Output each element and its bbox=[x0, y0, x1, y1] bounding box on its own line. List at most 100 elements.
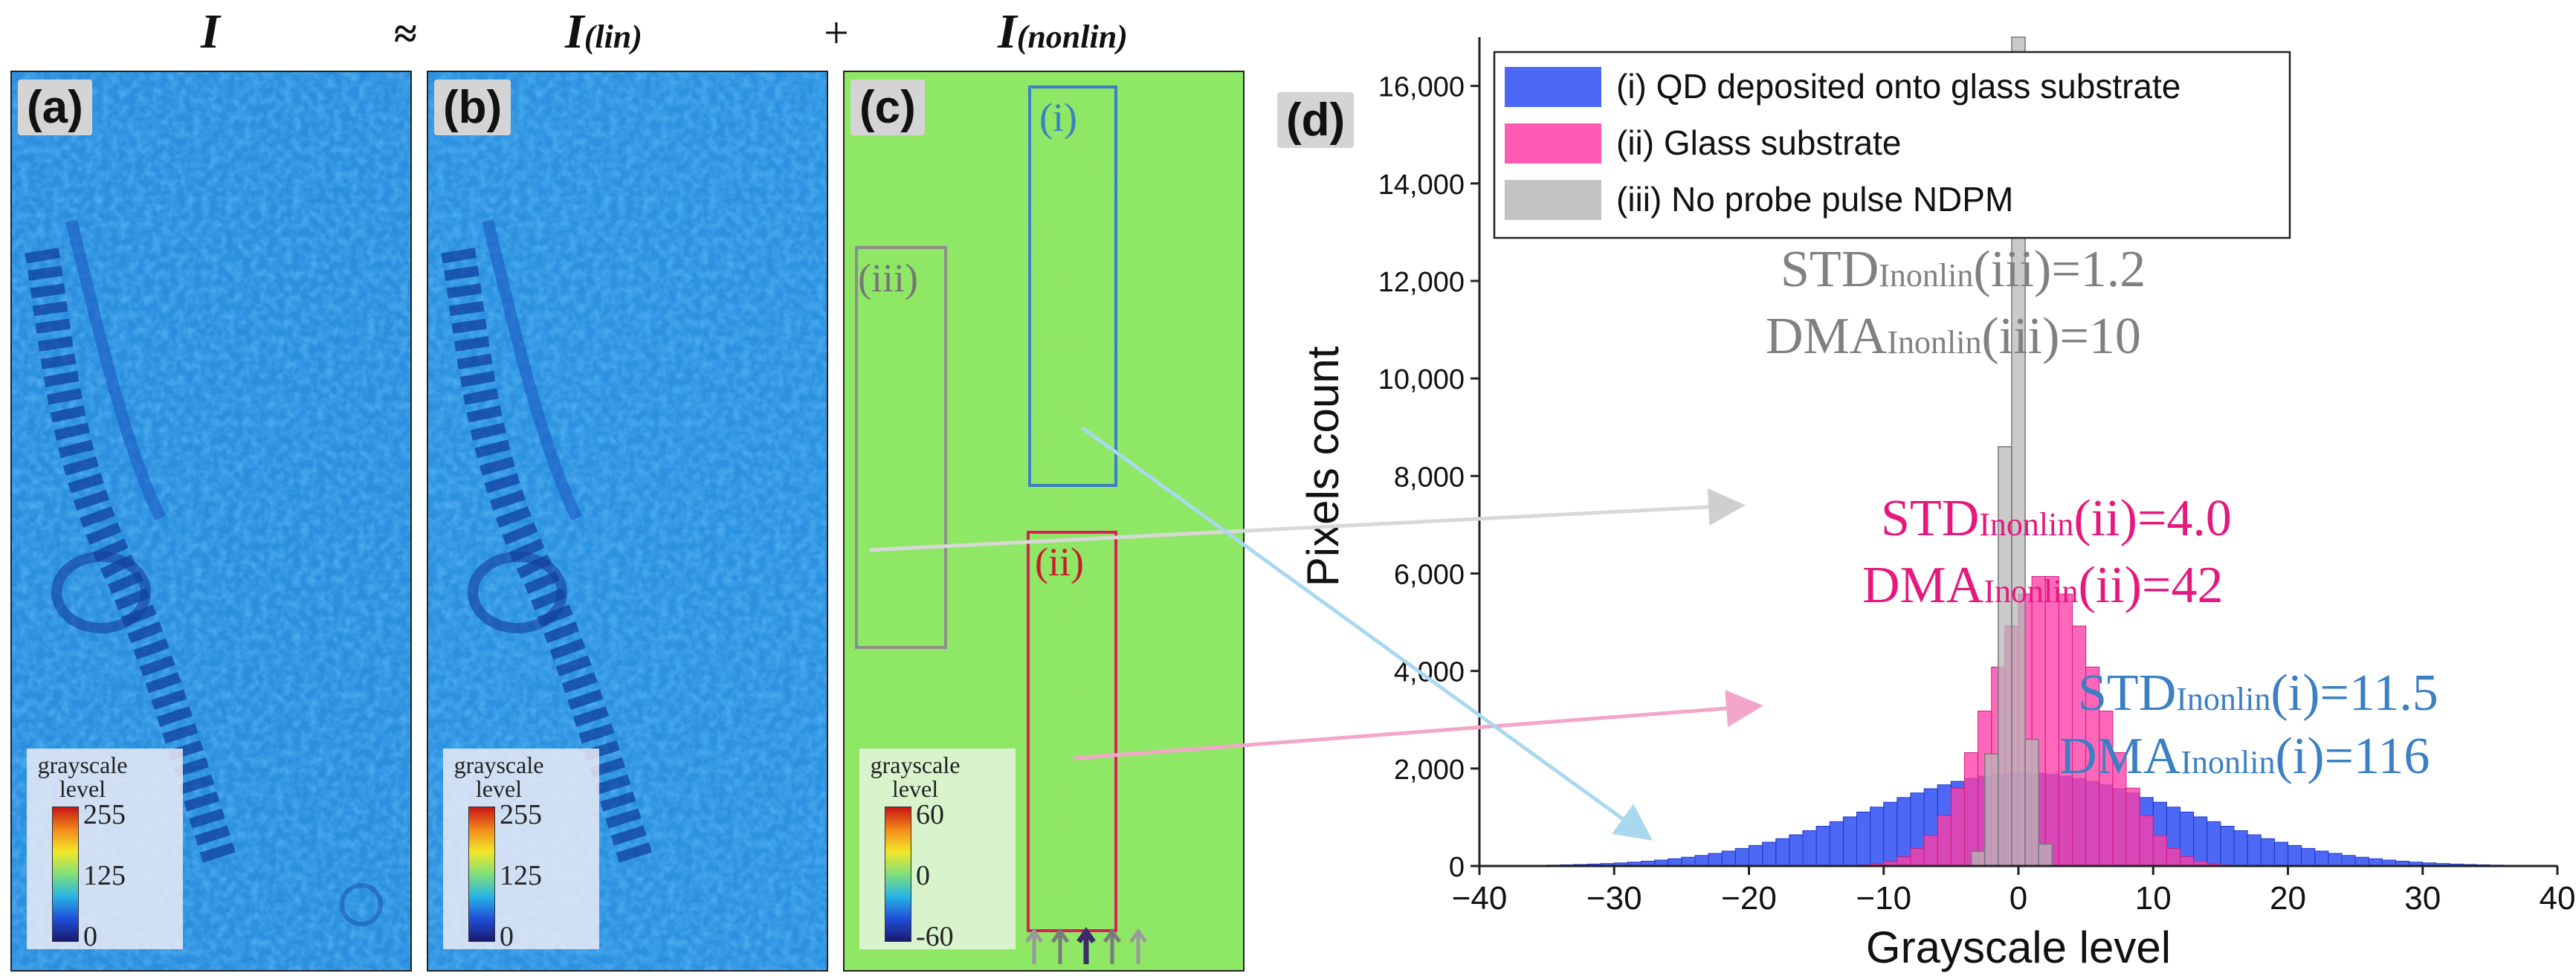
x-tick-label: 40 bbox=[2540, 880, 2576, 917]
bar-series-i bbox=[2368, 858, 2383, 867]
bar-series-iii bbox=[1998, 446, 2012, 867]
bar-series-iii bbox=[2011, 36, 2026, 867]
roi-i-box bbox=[1028, 85, 1117, 487]
panel-b-label: (b) bbox=[434, 80, 511, 135]
bar-series-i bbox=[1668, 858, 1682, 867]
panel-b-image: (b) grayscale level 255 125 0 bbox=[427, 71, 828, 972]
roi-iii-label: (iii) bbox=[858, 256, 918, 300]
equation-term-I: I bbox=[201, 4, 220, 59]
bar-series-ii bbox=[1978, 711, 1992, 867]
bar-series-i bbox=[2489, 865, 2504, 867]
panel-c-colorbar: grayscale level 60 0 -60 bbox=[859, 749, 1016, 952]
bar-series-i bbox=[2422, 862, 2437, 867]
bar-series-iii bbox=[1970, 850, 1986, 867]
colorbar-tick-max: 255 bbox=[500, 799, 542, 830]
bar-series-i bbox=[2462, 864, 2477, 867]
bar-series-ii bbox=[1870, 863, 1885, 867]
panel-a-colorbar: grayscale level 255 125 0 bbox=[27, 749, 183, 952]
annotation-dma-i: DMAInonlin(i)=116 bbox=[2059, 728, 2430, 785]
bar-series-i bbox=[2449, 863, 2464, 867]
bar-series-ii bbox=[2220, 865, 2235, 867]
annotation-dma-ii: DMAInonlin(ii)=42 bbox=[1862, 557, 2223, 614]
bar-series-ii bbox=[2112, 752, 2127, 867]
bar-series-i bbox=[1842, 816, 1857, 867]
annotation-std-ii: STDInonlin(ii)=4.0 bbox=[1881, 490, 2232, 547]
bar-series-i bbox=[1991, 774, 2006, 867]
bar-series-i bbox=[2044, 774, 2059, 867]
bar-series-i bbox=[1654, 859, 1669, 867]
bar-series-ii bbox=[2193, 861, 2208, 867]
x-tick-label: −10 bbox=[1856, 880, 1911, 917]
bar-series-i bbox=[1775, 838, 1790, 867]
y-tick-label: 8,000 bbox=[1394, 462, 1465, 493]
colorbar-tick-min: -60 bbox=[916, 921, 954, 952]
annotation-dma-iii: DMAInonlin(iii)=10 bbox=[1766, 308, 2141, 365]
x-tick-label: −40 bbox=[1452, 880, 1508, 917]
texture-image-a bbox=[12, 72, 410, 970]
bar-series-i bbox=[2031, 772, 2046, 867]
legend-swatch bbox=[1505, 123, 1601, 164]
bar-series-i bbox=[2058, 775, 2073, 867]
legend-entry: (i) QD deposited onto glass substrate bbox=[1616, 67, 2180, 106]
equation-term-I-nonlin: I(nonlin) bbox=[998, 4, 1128, 59]
bar-series-iii bbox=[2024, 738, 2039, 867]
bar-series-ii bbox=[2044, 576, 2059, 867]
bar-series-i bbox=[1829, 821, 1844, 867]
y-tick-label: 0 bbox=[1449, 852, 1465, 883]
colorbar-gradient bbox=[52, 807, 79, 942]
equation-approx-sign: ≈ bbox=[394, 11, 417, 57]
bar-series-i bbox=[2166, 807, 2180, 867]
bar-series-i bbox=[2301, 847, 2316, 867]
bar-series-ii bbox=[2072, 625, 2087, 867]
panel-a-image: (a) grayscale level 255 125 0 bbox=[10, 71, 412, 972]
bar-series-i bbox=[1641, 861, 1656, 867]
bar-series-i bbox=[2381, 859, 2396, 867]
bar-series-ii bbox=[1910, 848, 1925, 867]
y-tick-label: 14,000 bbox=[1378, 169, 1465, 201]
colorbar-title: grayscale level bbox=[870, 752, 961, 802]
bar-series-i bbox=[2530, 865, 2545, 867]
x-tick-label: −20 bbox=[1721, 880, 1777, 917]
legend-box bbox=[1493, 51, 2291, 239]
bar-series-i bbox=[2354, 856, 2369, 867]
bar-series-ii bbox=[1950, 787, 1965, 867]
bar-series-i bbox=[1681, 856, 1696, 867]
panel-c-image: (c) (i) (ii) (iii) grayscale level 60 0 -… bbox=[843, 71, 1245, 972]
bar-series-ii bbox=[2180, 856, 2195, 867]
bar-series-i bbox=[1734, 847, 1749, 867]
bar-series-ii bbox=[1842, 865, 1857, 867]
equation-term-I-lin: I(lin) bbox=[565, 4, 642, 59]
bar-series-i bbox=[1910, 792, 1925, 867]
x-axis-title: Grayscale level bbox=[1866, 923, 2171, 972]
bar-series-i bbox=[1897, 797, 1911, 867]
bar-series-ii bbox=[1856, 865, 1871, 867]
bar-series-i bbox=[1627, 862, 1642, 867]
bar-series-i bbox=[1573, 864, 1588, 867]
x-tick-label: 20 bbox=[2270, 880, 2306, 917]
bar-series-ii bbox=[2058, 593, 2073, 867]
probe-arrows bbox=[1024, 926, 1148, 964]
bar-series-i bbox=[2273, 841, 2288, 867]
y-axis-title: Pixels count bbox=[1298, 346, 1348, 587]
bar-series-i bbox=[2139, 797, 2154, 867]
bar-series-iii bbox=[2038, 843, 2053, 867]
bar-series-i bbox=[1964, 778, 1979, 867]
panel-b-colorbar: grayscale level 255 125 0 bbox=[443, 749, 599, 951]
bar-series-ii bbox=[2166, 848, 2180, 867]
bar-series-iii bbox=[1983, 753, 1999, 867]
bar-series-ii bbox=[1923, 835, 1938, 867]
bar-series-i bbox=[2328, 853, 2343, 867]
x-tick-label: 10 bbox=[2135, 880, 2172, 917]
x-tick-label: 0 bbox=[2010, 880, 2027, 917]
panel-c-label: (c) bbox=[850, 80, 925, 135]
bar-series-i bbox=[1533, 865, 1548, 867]
legend-swatch bbox=[1505, 67, 1601, 107]
bar-series-i bbox=[2112, 788, 2127, 867]
bar-series-i bbox=[2004, 772, 2019, 867]
bar-series-i bbox=[2341, 855, 2356, 867]
panel-a-label: (a) bbox=[18, 80, 92, 135]
colorbar-tick-min: 0 bbox=[83, 921, 97, 952]
colorbar-tick-max: 255 bbox=[83, 799, 126, 830]
bar-series-i bbox=[2125, 792, 2140, 867]
bar-series-i bbox=[1923, 788, 1938, 867]
